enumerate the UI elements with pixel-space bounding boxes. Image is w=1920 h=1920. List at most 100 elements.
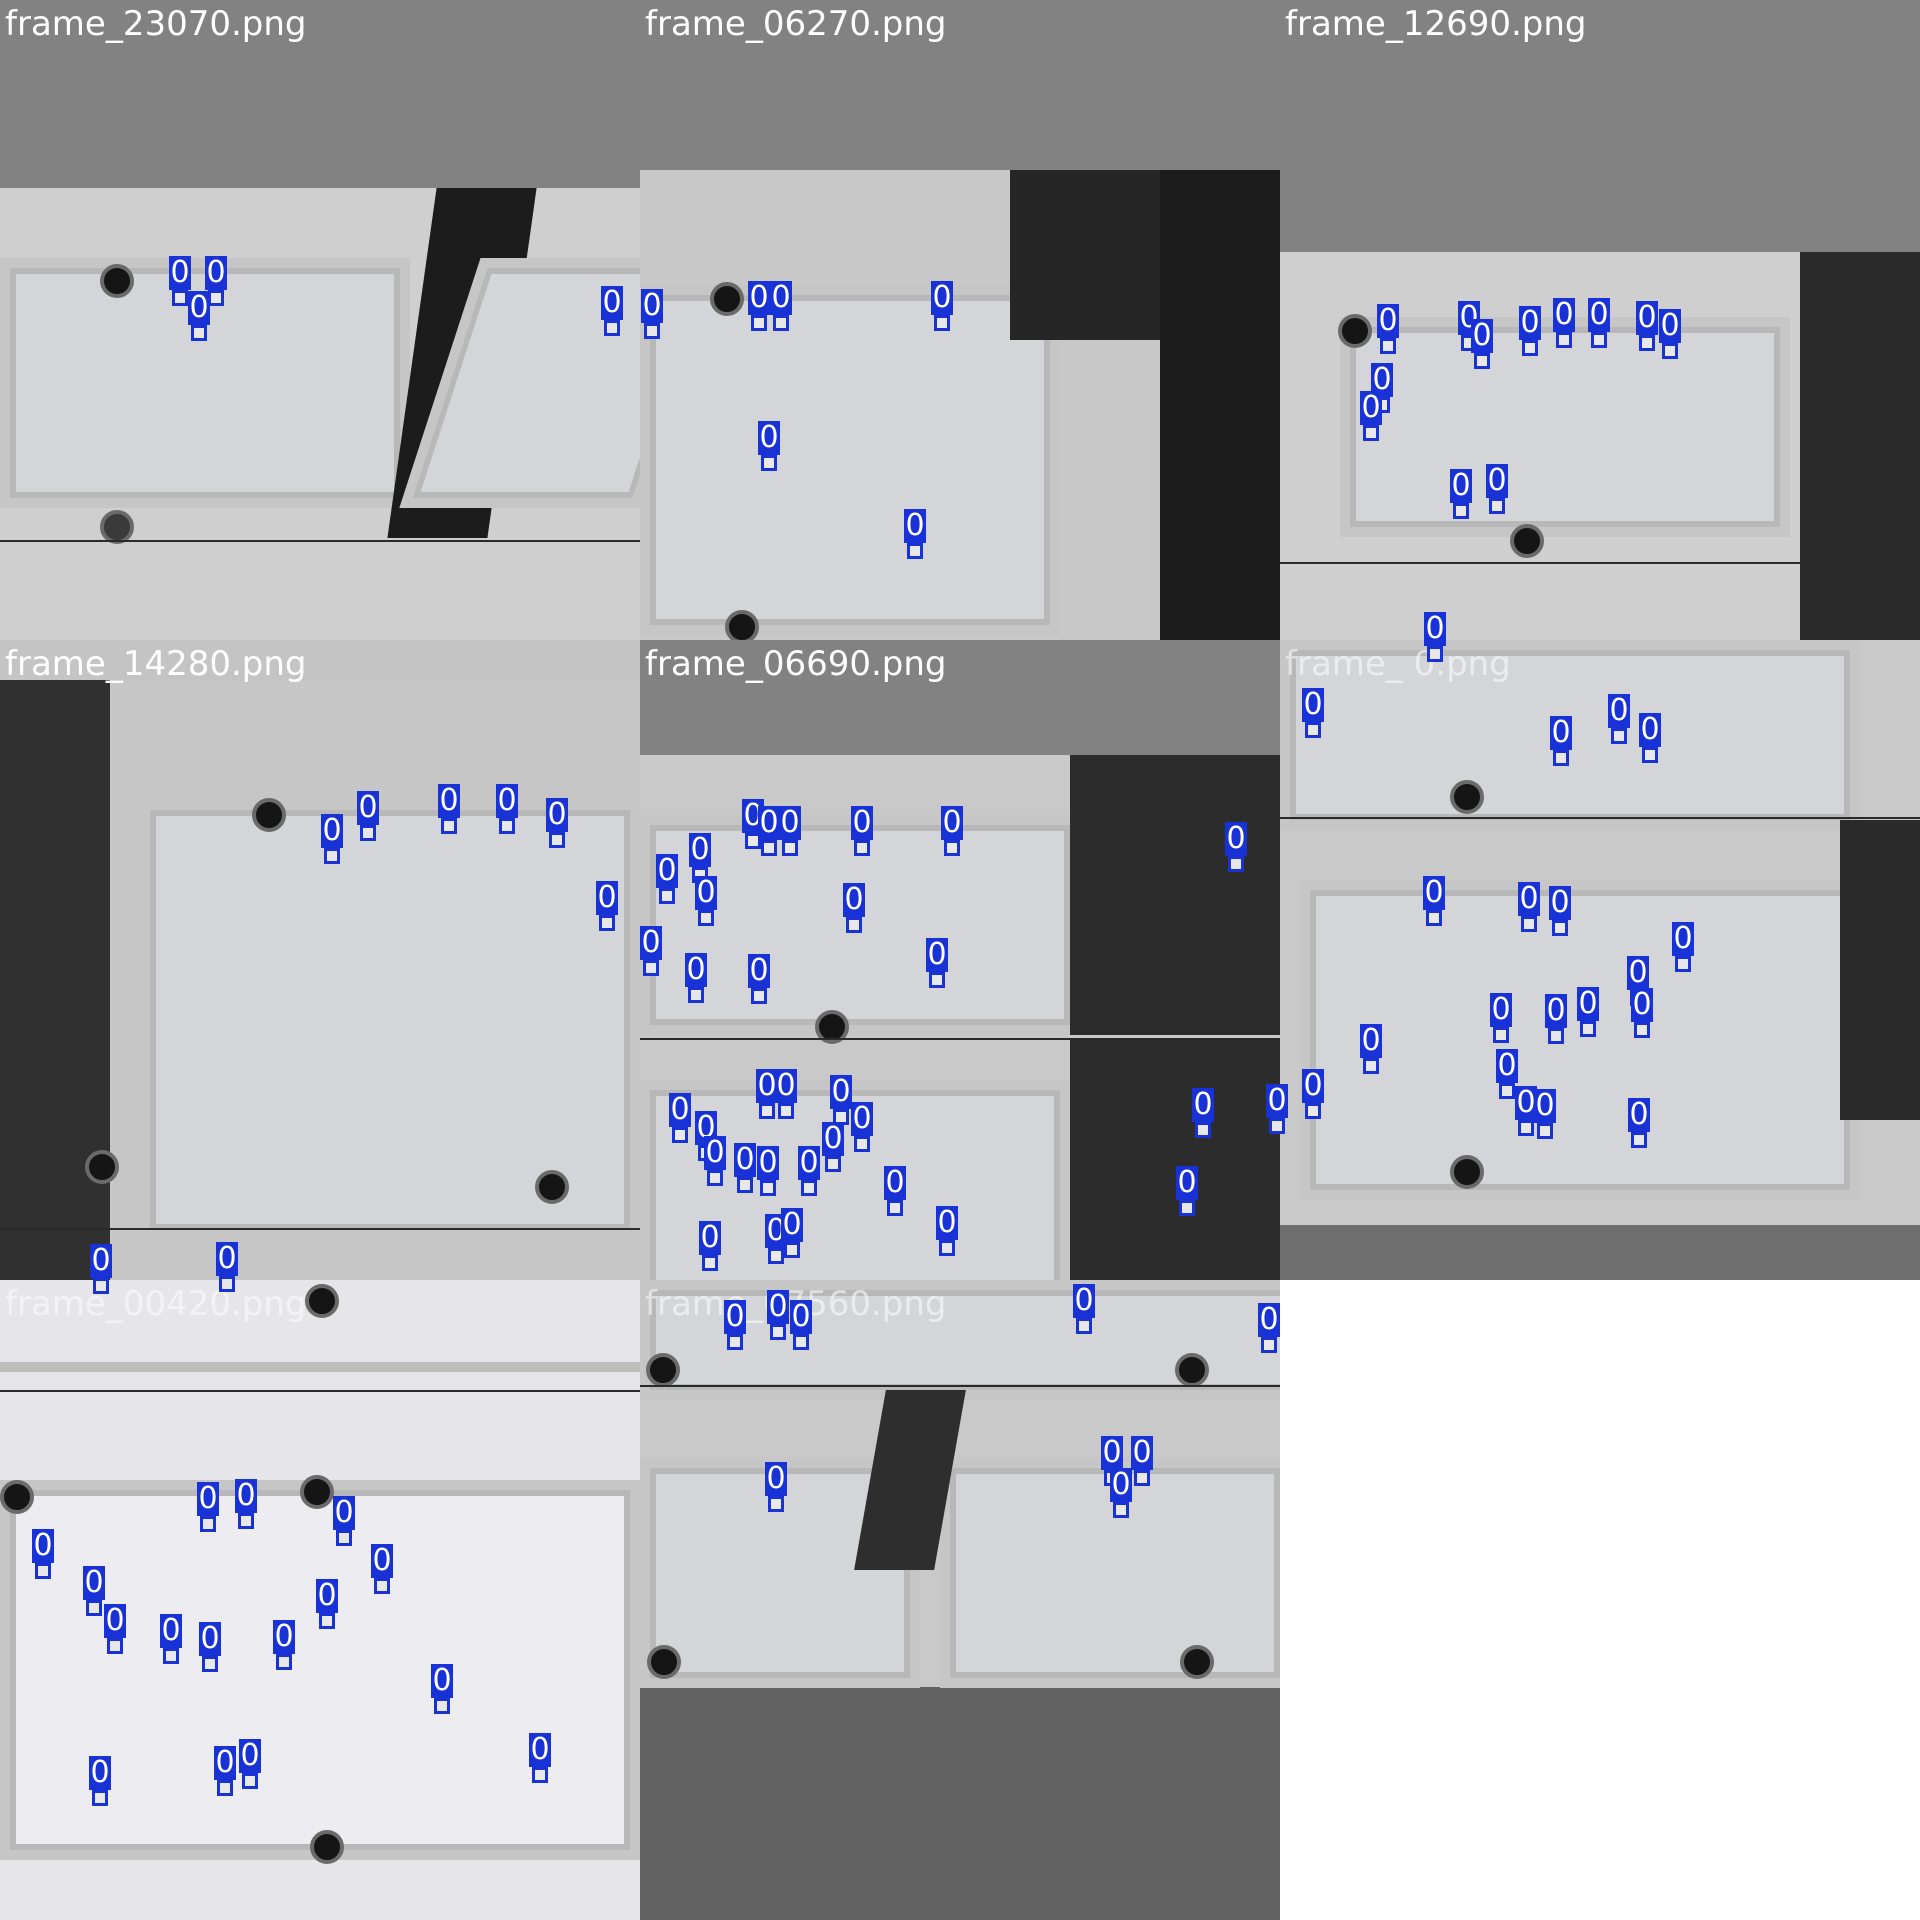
tile-caption: frame_00420.png bbox=[5, 1284, 307, 1324]
detection-bbox bbox=[1552, 920, 1568, 936]
detection-bbox bbox=[319, 1613, 335, 1629]
detection-bbox bbox=[217, 1780, 233, 1796]
detection-box: 0 bbox=[1534, 1089, 1558, 1125]
detection-bbox bbox=[1305, 1103, 1321, 1119]
detection-bbox bbox=[107, 1638, 123, 1654]
detection-class-label: 0 bbox=[529, 1733, 551, 1767]
detection-bbox bbox=[1427, 646, 1443, 662]
detection-bbox bbox=[191, 325, 207, 341]
detection-bbox bbox=[1474, 353, 1490, 369]
detection-box: 0 bbox=[734, 1143, 758, 1179]
detection-bbox bbox=[846, 917, 862, 933]
detection-class-label: 0 bbox=[1518, 882, 1540, 916]
detection-class-label: 0 bbox=[775, 1069, 797, 1103]
detection-class-label: 0 bbox=[160, 1614, 182, 1648]
detection-bbox bbox=[944, 840, 960, 856]
detection-box: 0 bbox=[1631, 988, 1655, 1024]
detection-bbox bbox=[360, 825, 376, 841]
detection-bbox bbox=[1639, 335, 1655, 351]
detection-bbox bbox=[1305, 722, 1321, 738]
detection-class-label: 0 bbox=[216, 1242, 238, 1276]
detection-bbox bbox=[887, 1200, 903, 1216]
detection-class-label: 0 bbox=[1545, 994, 1567, 1028]
detection-class-label: 0 bbox=[1627, 956, 1649, 990]
detection-box: 0 bbox=[695, 876, 719, 912]
detection-bbox bbox=[773, 315, 789, 331]
detection-class-label: 0 bbox=[1110, 1468, 1132, 1502]
detection-bbox bbox=[238, 1513, 254, 1529]
detection-box: 0 bbox=[90, 1244, 114, 1280]
detection-box: 0 bbox=[851, 806, 875, 842]
detection-box: 0 bbox=[748, 954, 772, 990]
detection-box: 0 bbox=[1266, 1084, 1290, 1120]
tile-caption: frame_ 0.png bbox=[1285, 644, 1511, 684]
detection-box: 0 bbox=[235, 1479, 259, 1515]
detection-bbox bbox=[801, 1180, 817, 1196]
detection-box: 0 bbox=[546, 798, 570, 834]
detection-class-label: 0 bbox=[333, 1496, 355, 1530]
detection-bbox bbox=[219, 1276, 235, 1292]
detection-class-label: 0 bbox=[199, 1622, 221, 1656]
detection-box: 0 bbox=[1519, 306, 1543, 342]
detection-bbox bbox=[163, 1648, 179, 1664]
detection-class-label: 0 bbox=[357, 791, 379, 825]
detection-bbox bbox=[1179, 1200, 1195, 1216]
detection-box: 0 bbox=[1360, 1024, 1384, 1060]
detection-box: 0 bbox=[926, 938, 950, 974]
detection-bbox bbox=[532, 1767, 548, 1783]
detection-box: 0 bbox=[216, 1242, 240, 1278]
detection-box: 0 bbox=[758, 421, 782, 457]
detection-box: 0 bbox=[1553, 298, 1577, 334]
detection-class-label: 0 bbox=[1101, 1436, 1123, 1470]
detection-bbox bbox=[93, 1278, 109, 1294]
detection-bbox bbox=[768, 1496, 784, 1512]
detection-class-label: 0 bbox=[235, 1479, 257, 1513]
detection-class-label: 0 bbox=[371, 1544, 393, 1578]
detection-bbox bbox=[604, 320, 620, 336]
detection-class-label: 0 bbox=[438, 784, 460, 818]
detection-bbox bbox=[1363, 1058, 1379, 1074]
detection-bbox bbox=[659, 888, 675, 904]
detection-bbox bbox=[1611, 728, 1627, 744]
detection-class-label: 0 bbox=[724, 1300, 746, 1334]
detection-class-label: 0 bbox=[822, 1122, 844, 1156]
detection-class-label: 0 bbox=[1450, 469, 1472, 503]
detection-class-label: 0 bbox=[1471, 319, 1493, 353]
detection-bbox bbox=[202, 1656, 218, 1672]
detection-box: 0 bbox=[596, 881, 620, 917]
detection-bbox bbox=[854, 1136, 870, 1152]
detection-bbox bbox=[1363, 425, 1379, 441]
detection-class-label: 0 bbox=[770, 281, 792, 315]
detection-bbox bbox=[1631, 1132, 1647, 1148]
detection-box: 0 bbox=[1110, 1468, 1134, 1504]
detection-bbox bbox=[727, 1334, 743, 1350]
detection-class-label: 0 bbox=[1588, 298, 1610, 332]
detection-class-label: 0 bbox=[931, 281, 953, 315]
detection-class-label: 0 bbox=[1225, 822, 1247, 856]
detection-class-label: 0 bbox=[1628, 1098, 1650, 1132]
detection-class-label: 0 bbox=[89, 1756, 111, 1790]
detection-class-label: 0 bbox=[1639, 713, 1661, 747]
detection-bbox bbox=[1662, 343, 1678, 359]
detection-box: 0 bbox=[822, 1122, 846, 1158]
detection-bbox bbox=[768, 1248, 784, 1264]
detection-box: 0 bbox=[1471, 319, 1495, 355]
detection-bbox bbox=[1493, 1027, 1509, 1043]
detection-box: 0 bbox=[699, 1221, 723, 1257]
detection-box: 0 bbox=[1659, 309, 1683, 345]
detection-class-label: 0 bbox=[851, 1102, 873, 1136]
detection-class-label: 0 bbox=[936, 1206, 958, 1240]
detection-bbox bbox=[782, 840, 798, 856]
detection-bbox bbox=[1580, 1021, 1596, 1037]
detection-class-label: 0 bbox=[781, 1208, 803, 1242]
detection-class-label: 0 bbox=[1073, 1284, 1095, 1318]
detection-box: 0 bbox=[89, 1756, 113, 1792]
detection-box: 0 bbox=[641, 289, 665, 325]
detection-class-label: 0 bbox=[1672, 922, 1694, 956]
detection-box: 0 bbox=[431, 1664, 455, 1700]
detection-box: 0 bbox=[104, 1604, 128, 1640]
detection-box: 0 bbox=[32, 1529, 56, 1565]
detection-box: 0 bbox=[1496, 1049, 1520, 1085]
